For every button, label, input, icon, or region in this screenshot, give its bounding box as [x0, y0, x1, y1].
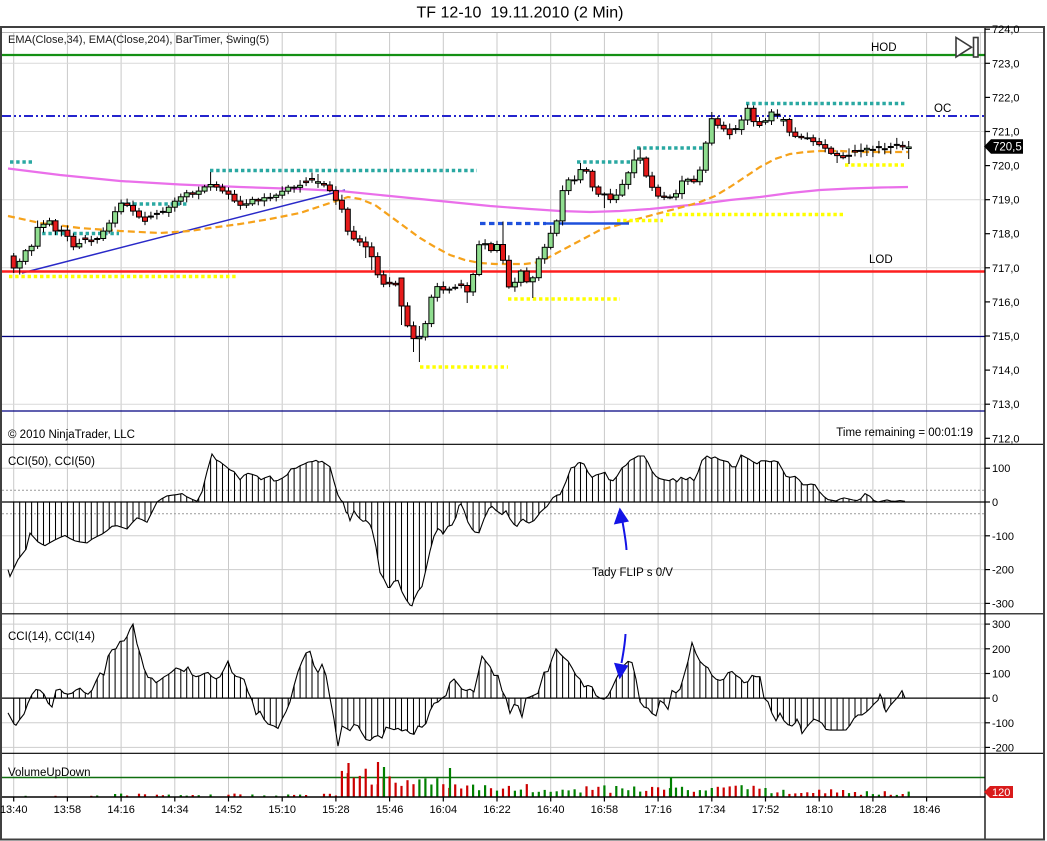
svg-text:-300: -300 [992, 598, 1014, 610]
svg-text:721,0: 721,0 [992, 127, 1020, 139]
svg-text:724,0: 724,0 [992, 24, 1020, 36]
svg-text:713,0: 713,0 [992, 399, 1020, 411]
svg-text:16:22: 16:22 [483, 804, 511, 816]
svg-text:18:10: 18:10 [805, 804, 833, 816]
svg-text:100: 100 [992, 463, 1010, 475]
svg-text:717,0: 717,0 [992, 263, 1020, 275]
svg-text:18:46: 18:46 [913, 804, 941, 816]
svg-text:-100: -100 [992, 531, 1014, 543]
svg-text:TF 12-10 19.11.2010 (2 Min): TF 12-10 19.11.2010 (2 Min) [417, 5, 624, 22]
svg-text:16:58: 16:58 [591, 804, 619, 816]
svg-text:VolumeUpDown: VolumeUpDown [8, 767, 90, 779]
svg-text:-100: -100 [992, 718, 1014, 730]
svg-text:17:34: 17:34 [698, 804, 726, 816]
svg-text:120: 120 [992, 787, 1010, 799]
svg-text:716,0: 716,0 [992, 297, 1020, 309]
svg-text:16:04: 16:04 [430, 804, 458, 816]
svg-text:0: 0 [992, 497, 998, 509]
svg-text:15:28: 15:28 [322, 804, 350, 816]
svg-text:13:58: 13:58 [54, 804, 82, 816]
svg-text:EMA(Close,34), EMA(Close,204),: EMA(Close,34), EMA(Close,204), BarTimer,… [8, 34, 269, 46]
svg-text:LOD: LOD [869, 254, 893, 266]
svg-text:Tady FLIP s 0/V: Tady FLIP s 0/V [592, 567, 673, 579]
svg-text:720,0: 720,0 [992, 161, 1020, 173]
svg-text:13:40: 13:40 [0, 804, 27, 816]
svg-text:Time remaining = 00:01:19: Time remaining = 00:01:19 [836, 427, 973, 439]
svg-text:719,0: 719,0 [992, 195, 1020, 207]
svg-text:715,0: 715,0 [992, 331, 1020, 343]
svg-text:15:46: 15:46 [376, 804, 404, 816]
svg-text:18:28: 18:28 [859, 804, 887, 816]
svg-text:CCI(50), CCI(50): CCI(50), CCI(50) [8, 456, 95, 468]
svg-text:718,0: 718,0 [992, 229, 1020, 241]
svg-text:714,0: 714,0 [992, 365, 1020, 377]
svg-text:OC: OC [934, 103, 951, 115]
svg-text:15:10: 15:10 [268, 804, 296, 816]
svg-text:200: 200 [992, 644, 1010, 656]
svg-text:HOD: HOD [871, 42, 897, 54]
svg-text:17:16: 17:16 [644, 804, 672, 816]
svg-text:-200: -200 [992, 565, 1014, 577]
svg-text:-200: -200 [992, 742, 1014, 754]
svg-text:723,0: 723,0 [992, 58, 1020, 70]
svg-text:0: 0 [992, 693, 998, 705]
svg-text:17:52: 17:52 [752, 804, 780, 816]
svg-text:300: 300 [992, 619, 1010, 631]
svg-text:722,0: 722,0 [992, 92, 1020, 104]
svg-text:14:34: 14:34 [161, 804, 189, 816]
svg-text:712,0: 712,0 [992, 433, 1020, 445]
svg-text:16:40: 16:40 [537, 804, 565, 816]
svg-text:720,5: 720,5 [993, 142, 1022, 154]
svg-text:14:52: 14:52 [215, 804, 243, 816]
svg-text:CCI(14), CCI(14): CCI(14), CCI(14) [8, 631, 95, 643]
svg-text:14:16: 14:16 [107, 804, 135, 816]
svg-text:100: 100 [992, 669, 1010, 681]
svg-text:© 2010 NinjaTrader, LLC: © 2010 NinjaTrader, LLC [8, 429, 135, 441]
